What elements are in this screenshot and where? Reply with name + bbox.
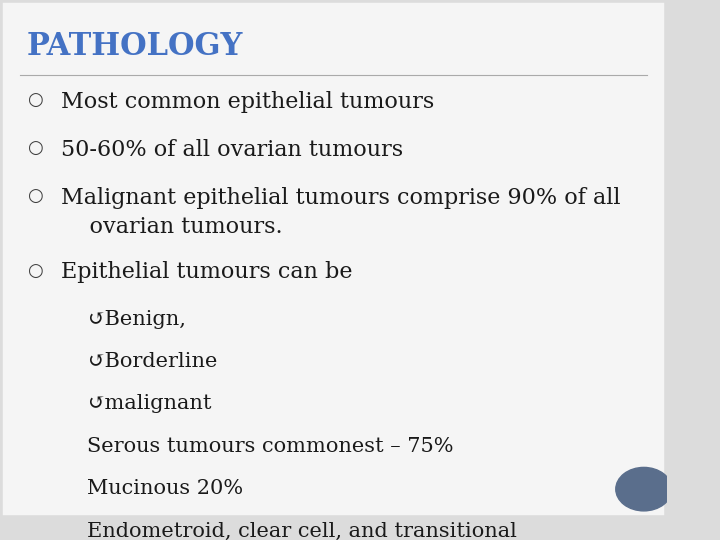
FancyBboxPatch shape: [0, 0, 667, 518]
Text: ○: ○: [27, 139, 42, 157]
Text: ○: ○: [27, 261, 42, 280]
Text: 50-60% of all ovarian tumours: 50-60% of all ovarian tumours: [61, 139, 403, 161]
Text: ↺malignant: ↺malignant: [86, 395, 211, 414]
Text: Most common epithelial tumours: Most common epithelial tumours: [61, 91, 435, 112]
Circle shape: [616, 468, 672, 511]
Text: PATHOLOGY: PATHOLOGY: [27, 31, 243, 62]
Text: Mucinous 20%: Mucinous 20%: [86, 480, 243, 498]
Text: Malignant epithelial tumours comprise 90% of all
    ovarian tumours.: Malignant epithelial tumours comprise 90…: [61, 187, 621, 238]
Text: Serous tumours commonest – 75%: Serous tumours commonest – 75%: [86, 437, 453, 456]
Text: ↺Benign,: ↺Benign,: [86, 309, 186, 329]
Text: Endometroid, clear cell, and transitional: Endometroid, clear cell, and transitiona…: [86, 522, 517, 540]
Text: ○: ○: [27, 187, 42, 205]
Text: ○: ○: [27, 91, 42, 109]
Text: ↺Borderline: ↺Borderline: [86, 352, 217, 371]
Text: Epithelial tumours can be: Epithelial tumours can be: [61, 261, 353, 284]
